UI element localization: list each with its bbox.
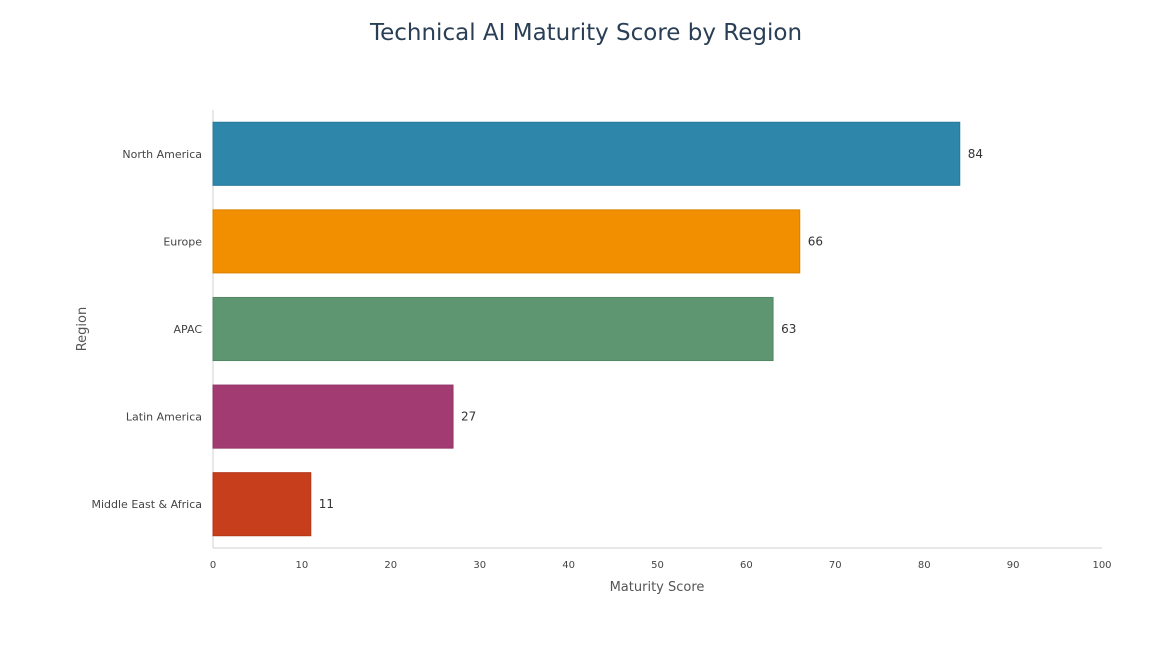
chart-title: Technical AI Maturity Score by Region xyxy=(369,20,802,46)
bars-group: North America 84 Europe 66 APAC 63 Latin Ameri… xyxy=(91,121,983,537)
bar-north-america xyxy=(212,121,961,186)
value-label-apac: 63 xyxy=(781,322,796,336)
x-tick-label: 70 xyxy=(829,560,842,571)
x-tick-label: 60 xyxy=(740,560,753,571)
value-label-middle-east-africa: 11 xyxy=(319,497,334,511)
x-tick-label: 50 xyxy=(651,560,664,571)
x-tick-label: 100 xyxy=(1092,560,1111,571)
bar-europe xyxy=(212,209,801,274)
value-label-europe: 66 xyxy=(808,234,823,248)
x-tick-label: 90 xyxy=(1007,560,1020,571)
y-axis-title: Region xyxy=(75,307,90,352)
x-tick-label: 20 xyxy=(384,560,397,571)
x-ticks-group: 0 10 20 30 40 50 60 70 80 90 100 xyxy=(210,560,1112,571)
x-tick-label: 80 xyxy=(918,560,931,571)
category-label-latin-america: Latin America xyxy=(126,411,202,424)
x-tick-label: 10 xyxy=(296,560,309,571)
category-label-apac: APAC xyxy=(174,323,203,336)
x-tick-label: 0 xyxy=(210,560,216,571)
category-label-europe: Europe xyxy=(163,235,202,248)
x-axis-title: Maturity Score xyxy=(610,580,705,595)
x-tick-label: 40 xyxy=(562,560,575,571)
value-label-latin-america: 27 xyxy=(461,410,476,424)
bar-middle-east-africa xyxy=(212,472,312,537)
x-tick-label: 30 xyxy=(473,560,486,571)
category-label-middle-east-africa: Middle East & Africa xyxy=(91,498,202,511)
bar-latin-america xyxy=(212,384,454,449)
bar-apac xyxy=(212,296,774,362)
category-label-north-america: North America xyxy=(122,148,202,161)
value-label-north-america: 84 xyxy=(968,147,983,161)
